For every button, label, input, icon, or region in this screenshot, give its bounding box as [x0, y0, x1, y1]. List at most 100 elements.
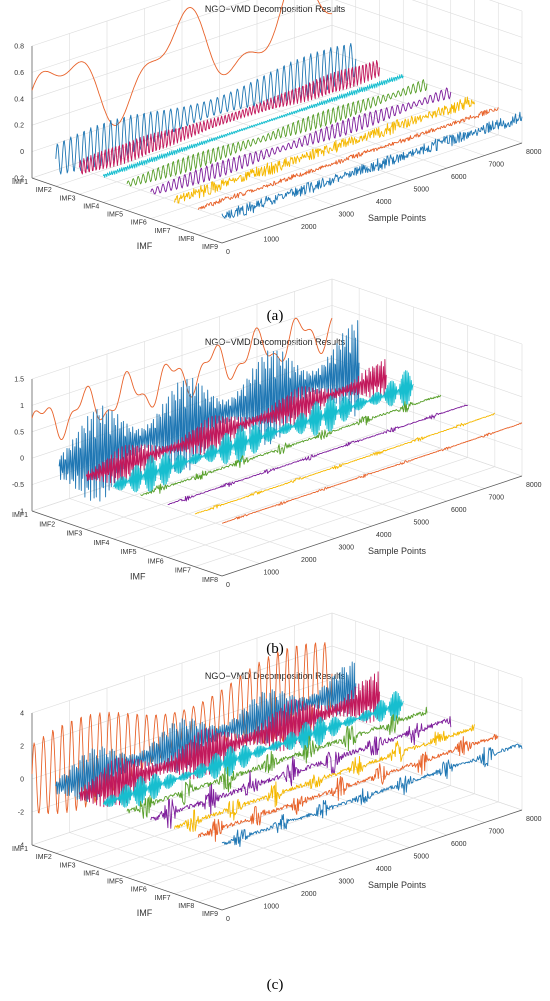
floor-gridline-y: [59, 420, 360, 521]
x-tick-label: 0: [226, 916, 230, 923]
floor-gridline-x: [69, 498, 260, 564]
x-tick-label: 4000: [376, 532, 392, 539]
floor-gridline-y: [79, 93, 380, 195]
imf-tick-label: IMF4: [83, 203, 99, 210]
imf-axis-label: IMF: [137, 908, 153, 918]
x-tick-label: 6000: [451, 507, 467, 514]
axes: [31, 379, 523, 577]
x-tick-label: 6000: [451, 174, 467, 181]
series-line-imf2: [58, 320, 360, 502]
imf-tick-label: IMF8: [202, 577, 218, 584]
imf-axis-label: IMF: [137, 241, 153, 251]
imf-tick-label: IMF7: [155, 895, 171, 902]
series-line-imf6: [167, 404, 468, 505]
x-tick-label: 0: [226, 582, 230, 589]
z-tick-label: -2: [18, 810, 24, 817]
x-tick-label: 1000: [264, 237, 280, 244]
z-tick-label: 0: [20, 149, 24, 156]
x-tick-label: 7000: [489, 495, 505, 502]
series-line-imf3: [79, 60, 380, 175]
series-line-imf4: [112, 370, 414, 493]
series-line-imf3: [79, 671, 380, 808]
imf-tick-label: IMF9: [202, 911, 218, 918]
floor-gridline-y: [198, 134, 499, 236]
x-tick-label: 5000: [414, 854, 430, 861]
z-tick-label: -4: [18, 843, 24, 850]
wall-gridline-z: [31, 305, 523, 406]
z-tick-label: 0.8: [14, 44, 24, 51]
imf-tick-label: IMF6: [148, 558, 164, 565]
imf-axis-label: IMF: [130, 571, 146, 581]
imf-tick-label: IMF1: [12, 512, 28, 519]
imf-tick-label: IMF5: [121, 549, 137, 556]
z-tick-label: 0.4: [14, 96, 24, 103]
series-line-imf1: [31, 0, 332, 126]
series-line-imf5: [126, 706, 428, 819]
z-tick-label: 0.6: [14, 70, 24, 77]
series-line-imf4: [102, 690, 404, 808]
chart-title: NGO−VMD Decomposition Results: [205, 337, 346, 347]
x-tick-label: 4000: [376, 866, 392, 873]
x-axis-label: Sample Points: [368, 546, 427, 556]
floor-gridline-y: [194, 466, 495, 567]
wall-gridline-z: [31, 744, 523, 846]
x-axis-label: Sample Points: [368, 213, 427, 223]
imf-tick-label: IMF5: [107, 879, 123, 886]
series-line-imf2: [55, 661, 357, 803]
series-line-imf4: [102, 73, 404, 178]
imf-tick-label: IMF3: [60, 862, 76, 869]
x-tick-label: 1000: [264, 904, 280, 911]
floor-gridline-y: [140, 447, 441, 549]
imf-tick-label: IMF5: [107, 212, 123, 219]
x-tick-label: 2000: [301, 224, 317, 231]
series-line-imf6: [150, 87, 452, 195]
series-line-imf8: [197, 733, 499, 842]
series-line-imf5: [126, 79, 428, 187]
z-tick-label: -0.5: [12, 482, 24, 489]
imf-tick-label: IMF3: [66, 531, 82, 538]
z-tick-label: -1: [18, 509, 24, 516]
x-tick-label: 5000: [414, 520, 430, 527]
caption-b: (b): [266, 641, 284, 657]
x-tick-label: 8000: [526, 482, 542, 489]
wall-gridline-z: [31, 24, 523, 126]
caption-a: (a): [266, 308, 284, 324]
chart-title: NGO−VMD Decomposition Results: [205, 4, 346, 14]
floor-gridline-x: [256, 435, 448, 502]
wall-gridline-z: [31, 331, 523, 433]
series-line-imf9: [221, 111, 523, 219]
floor-gridline-x: [219, 448, 410, 514]
imf-tick-label: IMF6: [131, 887, 147, 894]
floor-gridline-x: [106, 485, 298, 552]
x-tick-label: 4000: [376, 199, 392, 206]
x-axis-line: [221, 142, 523, 244]
x-tick-label: 0: [226, 249, 230, 256]
imf-axis-line: [31, 510, 223, 577]
z-tick-label: 0: [20, 456, 24, 463]
series-line-imf8: [221, 422, 522, 524]
caption-c: (c): [266, 977, 284, 993]
z-tick-label: 0: [20, 777, 24, 784]
series-line-imf7: [174, 724, 475, 833]
imf-tick-label: IMF6: [131, 220, 147, 227]
floor-gridline-y: [198, 801, 499, 903]
imf-tick-label: IMF8: [178, 903, 194, 910]
series-line-imf7: [174, 96, 475, 204]
x-tick-label: 2000: [301, 557, 317, 564]
figure-panel-b: NGO−VMD Decomposition Results 0 1000 2000 30…: [0, 278, 550, 667]
x-tick-label: 8000: [526, 149, 542, 156]
imf-axis-line: [31, 844, 223, 911]
chart-c: NGO−VMD Decomposition Results 0 1000 2000 30…: [12, 612, 542, 923]
z-tick-label: 0.5: [14, 429, 24, 436]
x-tick-label: 7000: [489, 162, 505, 169]
imf-tick-label: IMF4: [93, 540, 109, 547]
imf-tick-label: IMF1: [12, 846, 28, 853]
floor-gridline-y: [150, 118, 451, 219]
floor-gridline-y: [86, 429, 387, 530]
floor-gridline-x: [294, 423, 485, 489]
series-line-imf1: [31, 317, 333, 441]
axes: [31, 46, 523, 244]
x-tick-label: 3000: [339, 212, 355, 219]
series-line-imf9: [221, 743, 523, 848]
imf-tick-label: IMF8: [178, 236, 194, 243]
